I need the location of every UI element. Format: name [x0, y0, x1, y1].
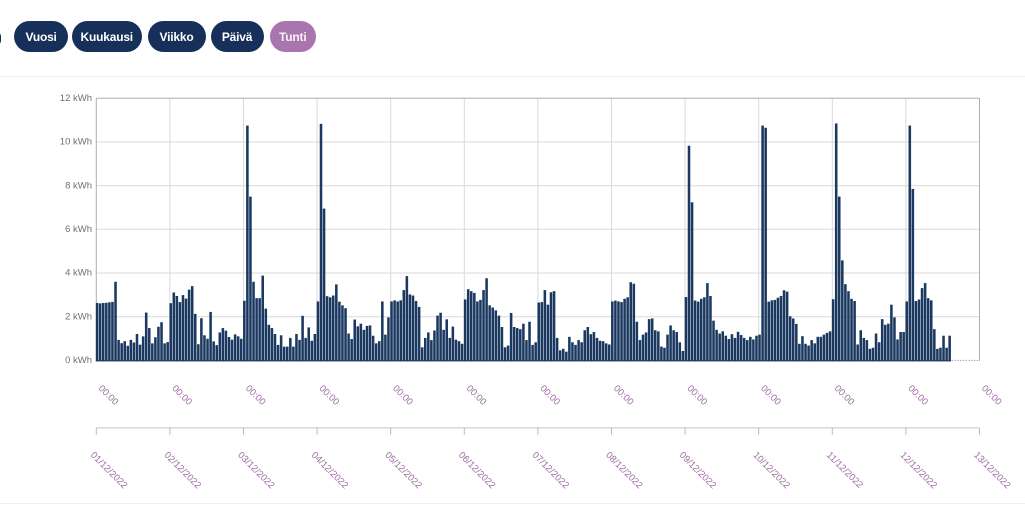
svg-text:6 kWh: 6 kWh — [65, 224, 92, 235]
svg-text:00:00: 00:00 — [96, 383, 121, 408]
svg-text:00:00: 00:00 — [611, 383, 636, 408]
svg-text:10 kWh: 10 kWh — [60, 137, 92, 148]
svg-text:01/12/2022: 01/12/2022 — [88, 450, 129, 491]
svg-text:8 kWh: 8 kWh — [65, 180, 92, 191]
svg-text:4 kWh: 4 kWh — [65, 268, 92, 279]
svg-text:12/12/2022: 12/12/2022 — [898, 450, 939, 491]
svg-text:09/12/2022: 09/12/2022 — [677, 450, 718, 491]
svg-text:02/12/2022: 02/12/2022 — [162, 450, 203, 491]
svg-text:00:00: 00:00 — [464, 383, 489, 408]
svg-text:04/12/2022: 04/12/2022 — [309, 450, 350, 491]
svg-text:00:00: 00:00 — [905, 383, 930, 408]
svg-text:00:00: 00:00 — [537, 383, 562, 408]
svg-text:0 kWh: 0 kWh — [65, 355, 92, 366]
svg-text:03/12/2022: 03/12/2022 — [235, 450, 276, 491]
svg-text:2 kWh: 2 kWh — [65, 311, 92, 322]
svg-text:05/12/2022: 05/12/2022 — [382, 450, 423, 491]
svg-text:13/12/2022: 13/12/2022 — [971, 450, 1012, 491]
svg-text:06/12/2022: 06/12/2022 — [456, 450, 497, 491]
svg-text:00:00: 00:00 — [758, 383, 783, 408]
svg-text:00:00: 00:00 — [390, 383, 415, 408]
svg-text:00:00: 00:00 — [979, 383, 1004, 408]
svg-text:12 kWh: 12 kWh — [60, 93, 92, 104]
svg-text:11/12/2022: 11/12/2022 — [824, 450, 865, 491]
svg-text:00:00: 00:00 — [169, 383, 194, 408]
svg-text:00:00: 00:00 — [243, 383, 268, 408]
svg-text:10/12/2022: 10/12/2022 — [750, 450, 791, 491]
svg-text:00:00: 00:00 — [685, 383, 710, 408]
svg-text:00:00: 00:00 — [317, 383, 342, 408]
svg-text:08/12/2022: 08/12/2022 — [603, 450, 644, 491]
svg-text:07/12/2022: 07/12/2022 — [530, 450, 571, 491]
svg-text:00:00: 00:00 — [832, 383, 857, 408]
